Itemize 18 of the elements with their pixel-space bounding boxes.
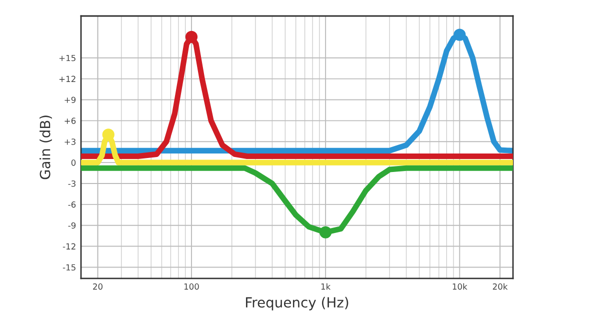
y-tick-label: -6 (68, 201, 76, 208)
x-tick-label: 1k (321, 283, 331, 290)
y-tick-label: +9 (64, 96, 76, 104)
y-axis-title: Gain (dB) (40, 116, 52, 180)
y-tick-label: -12 (62, 243, 76, 250)
y-tick-label: -9 (68, 222, 76, 229)
y-tick-label: +12 (59, 76, 76, 82)
x-tick-label: 20 (93, 283, 102, 290)
y-tick-label: +3 (64, 138, 76, 145)
x-axis-title: Frequency (Hz) (246, 296, 348, 310)
x-tick-label: 100 (184, 283, 199, 290)
y-tick-label: +15 (59, 54, 76, 62)
x-tick-label: 20k (492, 283, 508, 290)
x-tick-label: 10k (452, 283, 468, 290)
y-tick-label: +6 (64, 118, 76, 124)
y-tick-label: 0 (71, 160, 76, 166)
y-tick-label: -3 (68, 180, 76, 187)
y-tick-label: -15 (62, 264, 76, 271)
